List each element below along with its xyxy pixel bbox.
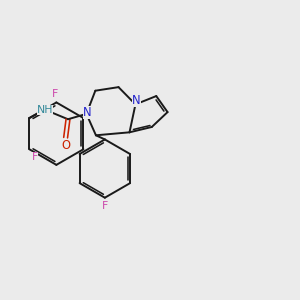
Text: N: N bbox=[132, 94, 141, 107]
Text: NH: NH bbox=[37, 105, 53, 115]
Text: O: O bbox=[61, 140, 70, 152]
Text: N: N bbox=[83, 106, 92, 118]
Text: F: F bbox=[102, 201, 108, 211]
Text: F: F bbox=[52, 89, 58, 99]
Text: F: F bbox=[32, 152, 38, 162]
